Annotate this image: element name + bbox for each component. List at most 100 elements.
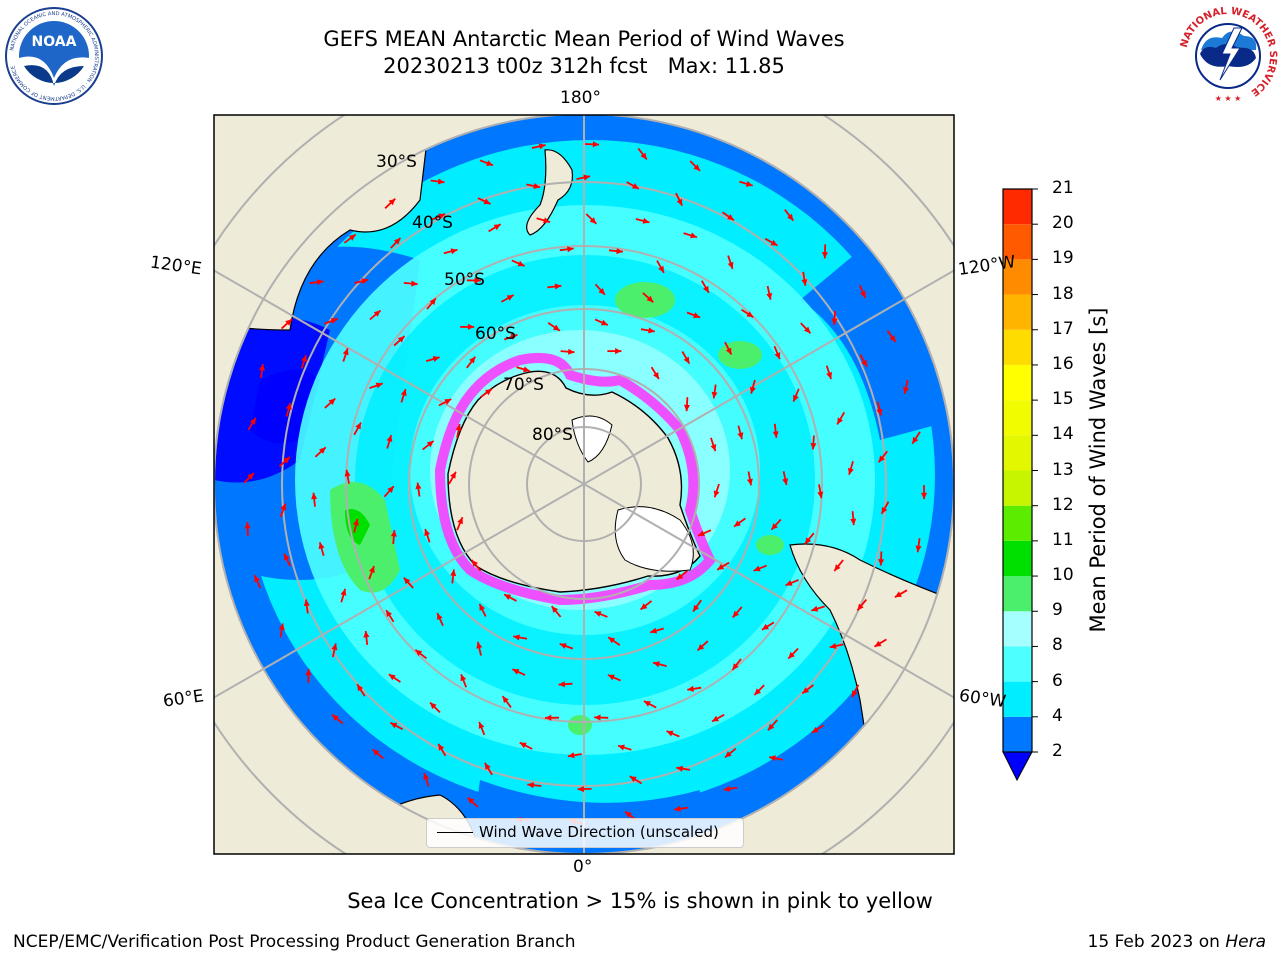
wave-direction-arrowhead	[600, 319, 608, 326]
lat-label-60s: 60°S	[475, 324, 516, 344]
colorbar-tick-label: 17	[1052, 318, 1074, 339]
wave-direction-arrowhead	[850, 518, 857, 526]
wave-direction-arrowhead	[513, 634, 520, 641]
legend-label: Wind Wave Direction (unscaled)	[479, 823, 719, 841]
wave-direction-arrowhead	[316, 279, 324, 286]
wave-direction-arrowhead	[450, 248, 458, 255]
wave-direction-arrowhead	[373, 310, 381, 317]
wave-direction-arrowhead	[493, 224, 501, 231]
wave-direction-arrowhead	[543, 217, 551, 224]
colorbar-title: Mean Period of Wind Waves [s]	[1086, 307, 1110, 633]
wave-direction-arrowhead	[804, 537, 812, 544]
noaa-logo-text: NOAA	[32, 34, 77, 50]
wave-direction-arrowhead	[804, 326, 811, 334]
wave-direction-arrowhead	[771, 523, 778, 530]
colorbar-bin	[1003, 259, 1032, 295]
wave-direction-arrowhead	[506, 295, 514, 301]
wave-direction-arrowhead	[817, 491, 824, 499]
wave-direction-arrowhead	[725, 347, 732, 355]
colorbar-tick-label: 10	[1052, 565, 1074, 586]
colorbar	[1002, 188, 1038, 782]
wave-direction-arrowhead	[512, 669, 520, 675]
wave-direction-arrowhead	[793, 394, 799, 402]
wave-direction-arrowhead	[861, 359, 868, 367]
wave-direction-arrowhead	[369, 566, 375, 574]
wave-direction-arrowhead	[903, 386, 909, 394]
lat-label-50s: 50°S	[444, 270, 485, 290]
wave-direction-arrowhead	[766, 292, 773, 300]
wave-direction-arrowhead	[415, 649, 423, 657]
wave-direction-arrowhead	[687, 685, 694, 692]
wave-direction-arrowhead	[821, 252, 828, 259]
footer-date-text: 15 Feb 2023 on	[1087, 932, 1226, 952]
wave-direction-arrowhead	[393, 237, 401, 245]
wave-direction-arrowhead	[386, 435, 393, 442]
wave-direction-arrowhead	[710, 444, 717, 452]
wave-direction-arrowhead	[878, 455, 885, 463]
colorbar-bin	[1003, 646, 1032, 682]
wave-direction-arrowhead	[723, 785, 731, 792]
wave-direction-arrowhead	[774, 352, 781, 360]
wave-direction-arrowhead	[732, 610, 740, 618]
chart-title: GEFS MEAN Antarctic Mean Period of Wind …	[323, 27, 845, 51]
lat-label-30s: 30°S	[376, 152, 417, 172]
wave-direction-arrowhead	[640, 152, 647, 160]
colorbar-tick-label: 13	[1052, 459, 1074, 480]
wave-direction-arrowhead	[527, 782, 534, 789]
wave-direction-arrowhead	[653, 661, 660, 668]
footer-date: 15 Feb 2023 on Hera	[1088, 932, 1266, 952]
wave-direction-arrowhead	[629, 776, 637, 783]
wave-direction-arrowhead	[567, 246, 574, 253]
colorbar-bin	[1003, 576, 1032, 612]
colorbar-bin	[1003, 189, 1032, 225]
wave-direction-arrowhead	[770, 239, 778, 246]
wave-direction-arrowhead	[594, 611, 602, 617]
wave-direction-arrowhead	[283, 456, 290, 464]
colorbar-bin	[1003, 329, 1032, 365]
noaa-logo: NOAA NATIONAL OCEANIC AND ATMOSPHERIC AD…	[5, 7, 103, 105]
wave-direction-arrowhead	[415, 482, 422, 490]
sea-ice-note: Sea Ice Concentration > 15% is shown in …	[347, 889, 933, 913]
wave-direction-arrowhead	[423, 773, 430, 780]
wave-direction-arrowhead	[697, 644, 705, 651]
wave-direction-arrowhead	[889, 335, 896, 342]
wave-direction-arrowhead	[386, 610, 392, 617]
colorbar-tick-label: 8	[1052, 635, 1063, 656]
wave-direction-arrowhead	[355, 422, 361, 430]
colorbar-tick-label: 20	[1052, 213, 1074, 234]
wave-direction-arrowhead	[330, 318, 338, 324]
wave-direction-arrowhead	[430, 702, 437, 710]
wave-direction-arrowhead	[915, 545, 922, 553]
colorbar-tick-label: 12	[1052, 494, 1074, 515]
wave-direction-arrowhead	[478, 721, 485, 729]
colorbar-tick-label: 6	[1052, 670, 1063, 691]
wave-direction-arrowhead	[876, 408, 883, 416]
wave-direction-arrowhead	[397, 336, 405, 343]
wave-direction-arrowhead	[746, 311, 754, 318]
colorbar-bin	[1003, 505, 1032, 541]
wave-direction-arrowhead	[484, 762, 491, 770]
wave-direction-arrowhead	[311, 492, 318, 500]
wave-direction-arrowhead	[874, 640, 882, 647]
wave-direction-arrowhead	[504, 594, 512, 600]
wave-direction-arrowhead	[467, 797, 475, 804]
wave-direction-arrowhead	[894, 591, 902, 598]
wave-direction-arrowhead	[554, 283, 562, 290]
wave-direction-arrowhead	[837, 417, 843, 425]
wave-direction-arrowhead	[450, 471, 456, 479]
wave-direction-arrowhead	[558, 681, 565, 688]
map-legend: Wind Wave Direction (unscaled)	[426, 818, 744, 848]
wave-direction-arrowhead	[693, 604, 700, 612]
wave-direction-arrowhead	[400, 389, 407, 396]
wave-direction-arrowhead	[801, 279, 808, 286]
wave-direction-arrowhead	[510, 334, 518, 340]
wave-direction-arrowhead	[598, 288, 605, 295]
wave-direction-arrowhead	[303, 599, 310, 607]
lat-label-40s: 40°S	[412, 213, 453, 233]
wave-direction-arrowhead	[519, 742, 527, 749]
colorbar-bin	[1003, 611, 1032, 647]
colorbar-bin	[1003, 400, 1032, 436]
wave-direction-arrowhead	[403, 577, 411, 585]
wave-direction-arrowhead	[424, 529, 431, 536]
wave-direction-arrowhead	[363, 631, 370, 638]
